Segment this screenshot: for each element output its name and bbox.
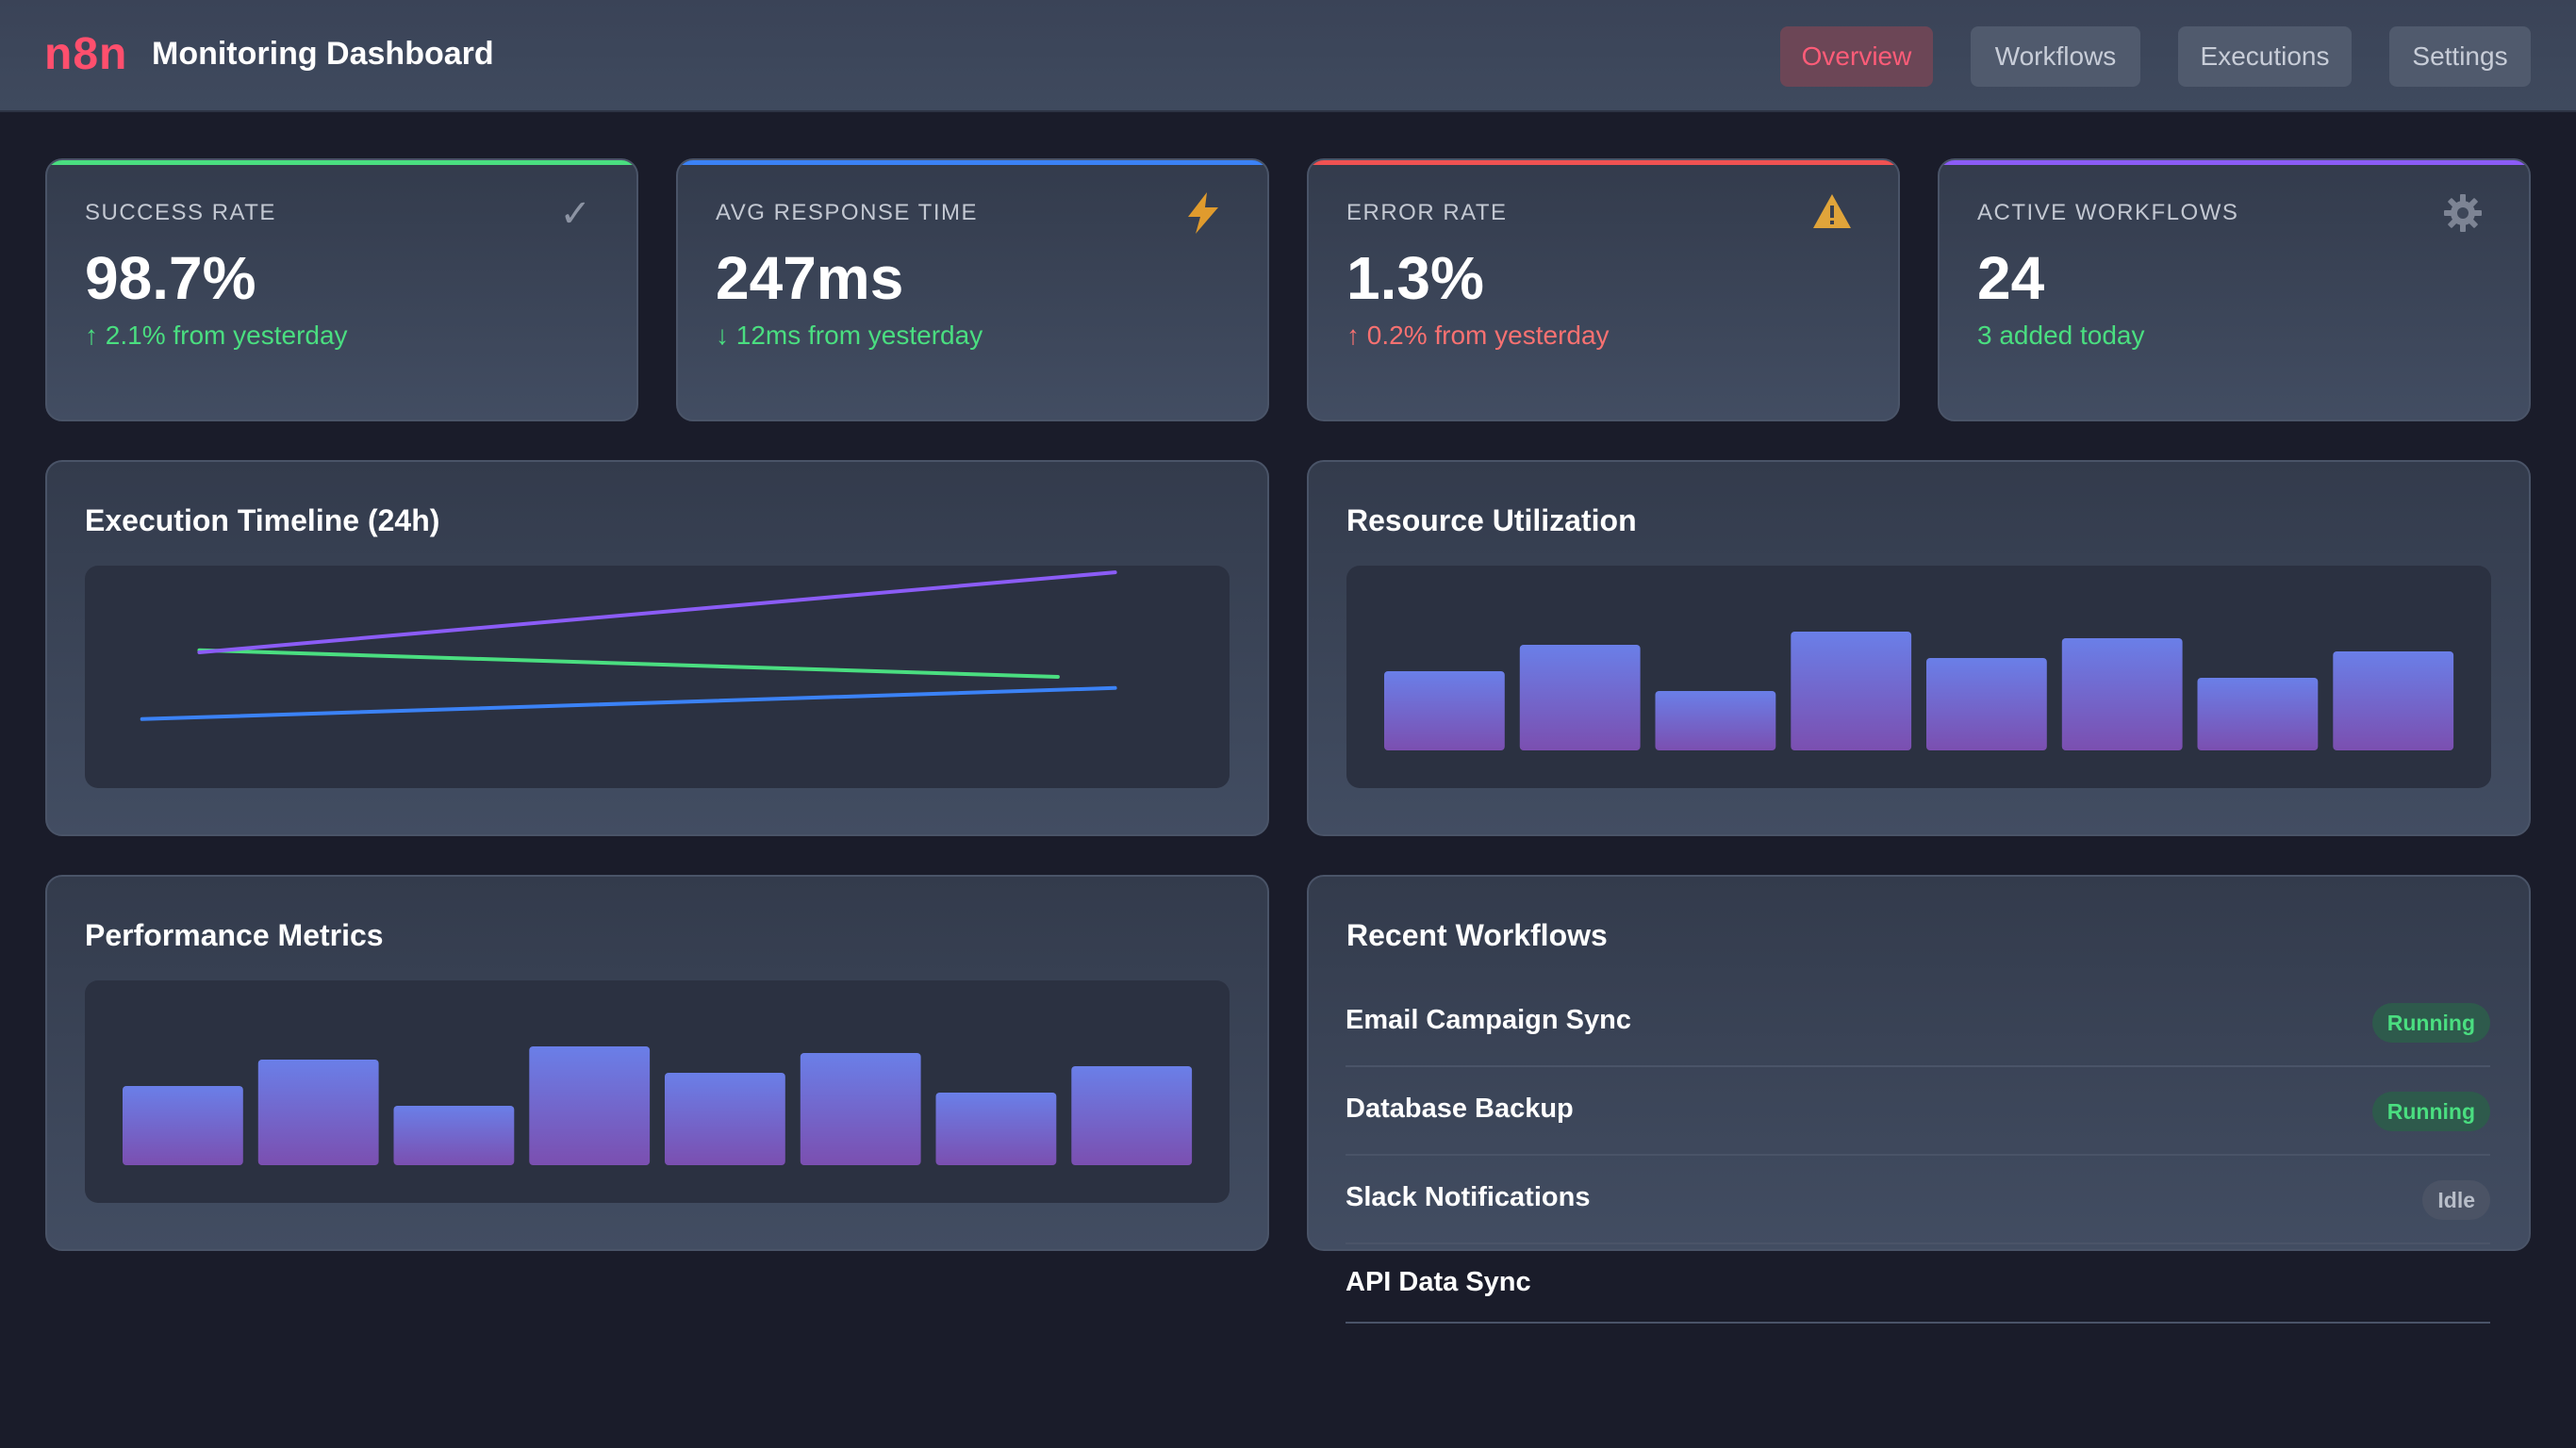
check-icon: ✓ (559, 193, 591, 235)
workflow-name: Email Campaign Sync (1346, 1005, 1631, 1035)
panel-title: Resource Utilization (1346, 503, 1637, 537)
resource-bar-3 (1791, 632, 1912, 750)
workflow-name: Slack Notifications (1346, 1182, 1591, 1212)
performance-bar-4 (665, 1073, 785, 1165)
resource-bar-7 (2333, 651, 2454, 750)
stat-value: 1.3% (1346, 244, 1484, 312)
panel-title: Recent Workflows (1346, 918, 1608, 952)
stat-label: SUCCESS RATE (85, 200, 276, 225)
timeline-chart (85, 566, 1230, 788)
performance-bar-chart-svg (123, 1046, 1193, 1165)
resource-bar-6 (2197, 678, 2319, 750)
page-title: Monitoring Dashboard (152, 36, 494, 72)
active-workflows-card: ACTIVE WORKFLOWS 24 3 added today (1938, 158, 2531, 421)
workflow-name: Database Backup (1346, 1094, 1574, 1124)
status-badge: Running (2371, 1092, 2490, 1131)
workflow-row[interactable]: Database Backup Running (1346, 1067, 2490, 1156)
nav-executions-button[interactable]: Executions (2178, 26, 2352, 87)
performance-bar-6 (935, 1093, 1057, 1165)
stat-value: 24 (1977, 244, 2045, 312)
resource-bar-2 (1655, 691, 1776, 750)
workflow-row[interactable]: API Data Sync (1346, 1235, 2490, 1324)
status-badge: Idle (2422, 1180, 2490, 1220)
performance-chart (85, 980, 1230, 1203)
stat-label: ACTIVE WORKFLOWS (1977, 200, 2239, 225)
nav-workflows-button[interactable]: Workflows (1971, 26, 2140, 87)
performance-bar-1 (257, 1060, 379, 1165)
series-line-0 (140, 685, 1117, 721)
resource-bar-1 (1519, 645, 1641, 750)
success-rate-card: SUCCESS RATE ✓ 98.7% ↑ 2.1% from yesterd… (45, 158, 638, 421)
n8n-logo[interactable]: n8n (44, 29, 128, 79)
stat-label: ERROR RATE (1346, 200, 1508, 225)
stat-change: 3 added today (1977, 321, 2145, 350)
lightning-icon (1184, 192, 1222, 243)
performance-bar-0 (123, 1086, 243, 1165)
performance-bar-2 (393, 1106, 515, 1165)
panel-title: Performance Metrics (85, 918, 384, 952)
workflow-row[interactable]: Slack Notifications Idle (1346, 1156, 2490, 1244)
stat-change: ↑ 0.2% from yesterday (1346, 321, 1610, 350)
performance-bar-5 (800, 1053, 921, 1165)
warning-icon (1811, 192, 1853, 239)
performance-bar-3 (529, 1046, 651, 1165)
workflow-name: API Data Sync (1346, 1267, 1531, 1297)
performance-metrics-panel: Performance Metrics (45, 875, 1269, 1251)
stat-value: 247ms (716, 244, 904, 312)
status-badge: Running (2371, 1003, 2490, 1043)
stat-label: AVG RESPONSE TIME (716, 200, 979, 225)
workflow-row[interactable]: Email Campaign Sync Running (1346, 979, 2490, 1067)
gear-icon (2442, 192, 2484, 243)
performance-bar-7 (1071, 1066, 1193, 1165)
panel-title: Execution Timeline (24h) (85, 503, 440, 537)
execution-timeline-panel: Execution Timeline (24h) (45, 460, 1269, 836)
series-line-2 (197, 570, 1117, 654)
stat-change: ↑ 2.1% from yesterday (85, 321, 348, 350)
recent-workflows-panel: Recent Workflows (1307, 875, 2531, 1251)
stat-value: 98.7% (85, 244, 256, 312)
nav-overview-button[interactable]: Overview (1780, 26, 1933, 87)
nav-settings-button[interactable]: Settings (2389, 26, 2531, 87)
error-rate-card: ERROR RATE 1.3% ↑ 0.2% from yesterday (1307, 158, 1900, 421)
resource-bar-4 (1926, 658, 2047, 750)
resource-chart (1346, 566, 2491, 788)
resource-bar-0 (1384, 671, 1505, 750)
resource-bar-5 (2061, 638, 2183, 750)
line-chart-svg (140, 570, 1117, 721)
series-line-1 (197, 648, 1060, 679)
resource-utilization-panel: Resource Utilization (1307, 460, 2531, 836)
avg-response-time-card: AVG RESPONSE TIME 247ms ↓ 12ms from yest… (676, 158, 1269, 421)
resource-bar-chart-svg (1384, 632, 2454, 750)
app-header: n8n Monitoring Dashboard Overview Workfl… (0, 0, 2576, 112)
stat-change: ↓ 12ms from yesterday (716, 321, 983, 350)
